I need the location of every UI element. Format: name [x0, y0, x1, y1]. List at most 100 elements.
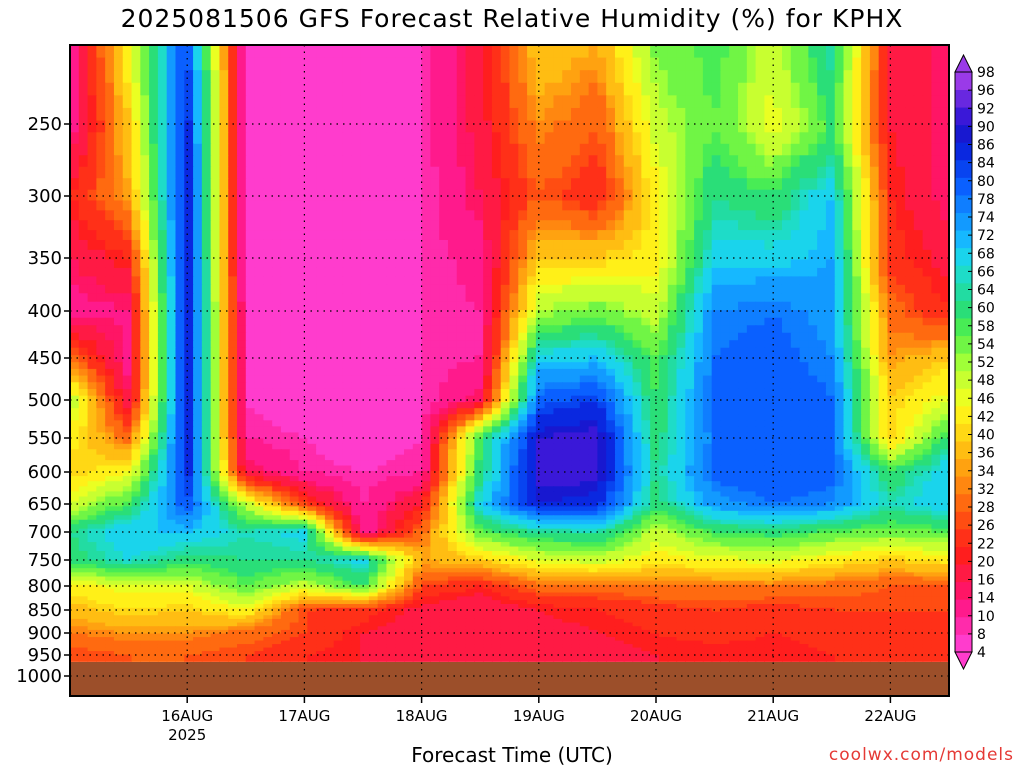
rh-cell	[931, 388, 941, 397]
rh-cell	[685, 230, 695, 241]
rh-cell	[571, 426, 581, 434]
rh-cell	[535, 388, 546, 397]
rh-cell	[905, 82, 915, 96]
rh-cell	[324, 189, 335, 202]
rh-cell	[527, 408, 537, 415]
rh-cell	[254, 82, 264, 96]
rh-cell	[746, 347, 757, 356]
rh-cell	[421, 460, 431, 467]
rh-cell	[825, 420, 836, 427]
rh-cell	[263, 57, 273, 71]
rh-cell	[913, 325, 924, 334]
rh-cell	[289, 465, 300, 472]
rh-cell	[562, 220, 572, 231]
rh-cell	[439, 200, 449, 211]
rh-cell	[852, 267, 862, 277]
rh-cell	[96, 189, 106, 202]
rh-cell	[905, 454, 915, 461]
rh-cell	[430, 375, 440, 383]
rh-cell	[773, 388, 783, 397]
rh-cell	[852, 293, 862, 303]
rh-cell	[606, 132, 616, 145]
rh-cell	[597, 189, 607, 202]
rh-cell	[228, 143, 238, 156]
rh-cell	[439, 57, 449, 71]
rh-cell	[307, 368, 317, 377]
rh-cell	[641, 249, 651, 261]
rh-cell	[447, 402, 458, 409]
rh-cell	[896, 189, 906, 202]
rh-cell	[78, 132, 89, 145]
rh-cell	[931, 317, 941, 326]
rh-cell	[351, 239, 361, 251]
rh-cell	[641, 465, 651, 472]
rh-cell	[105, 95, 115, 109]
rh-cell	[685, 414, 695, 421]
rh-cell	[228, 340, 238, 349]
rh-cell	[817, 178, 827, 191]
rh-cell	[377, 420, 388, 427]
rh-cell	[333, 120, 344, 133]
rh-cell	[834, 432, 845, 440]
rh-cell	[447, 382, 458, 390]
rh-cell	[878, 284, 889, 294]
rh-cell	[790, 220, 801, 231]
rh-cell	[78, 426, 89, 434]
rh-cell	[228, 45, 238, 59]
rh-cell	[166, 239, 177, 251]
rh-cell	[500, 178, 511, 191]
rh-cell	[386, 460, 396, 467]
rh-cell	[896, 426, 906, 434]
rh-cell	[509, 267, 519, 277]
rh-cell	[614, 395, 625, 403]
rh-cell	[650, 426, 660, 434]
rh-cell	[351, 317, 361, 326]
rh-cell	[447, 408, 458, 415]
rh-cell	[351, 443, 361, 450]
rh-cell	[166, 120, 177, 133]
rh-cell	[834, 465, 845, 472]
rh-cell	[368, 210, 379, 221]
rh-cell	[324, 375, 335, 383]
rh-cell	[447, 166, 458, 179]
rh-cell	[298, 355, 308, 363]
rh-cell	[289, 189, 300, 202]
rh-cell	[237, 426, 247, 434]
rh-cell	[272, 293, 282, 303]
rh-cell	[219, 388, 229, 397]
rh-cell	[553, 284, 563, 294]
rh-cell	[500, 95, 511, 109]
rh-cell	[272, 395, 282, 403]
rh-cell	[614, 189, 625, 202]
rh-cell	[70, 395, 80, 403]
rh-cell	[667, 402, 678, 409]
rh-cell	[122, 120, 133, 133]
rh-cell	[342, 301, 352, 311]
rh-cell	[711, 465, 722, 472]
rh-cell	[685, 317, 695, 326]
rh-cell	[650, 267, 660, 277]
rh-cell	[289, 284, 300, 294]
rh-cell	[790, 375, 801, 383]
rh-cell	[931, 107, 941, 122]
rh-cell	[456, 95, 467, 109]
rh-cell	[237, 301, 247, 311]
rh-cell	[527, 414, 537, 421]
rh-cell	[113, 388, 124, 397]
rh-cell	[905, 443, 915, 450]
rh-cell	[245, 362, 256, 370]
rh-cell	[676, 120, 686, 133]
rh-cell	[711, 189, 722, 202]
rh-cell	[579, 432, 590, 440]
rh-cell	[702, 355, 713, 363]
rh-cell	[447, 347, 458, 356]
rh-cell	[368, 332, 379, 341]
rh-cell	[272, 132, 282, 145]
rh-cell	[931, 395, 941, 403]
rh-cell	[913, 438, 924, 445]
rh-cell	[790, 395, 801, 403]
rh-cell	[746, 449, 757, 456]
rh-cell	[650, 443, 660, 450]
rh-cell	[579, 382, 590, 390]
rh-cell	[694, 220, 704, 231]
